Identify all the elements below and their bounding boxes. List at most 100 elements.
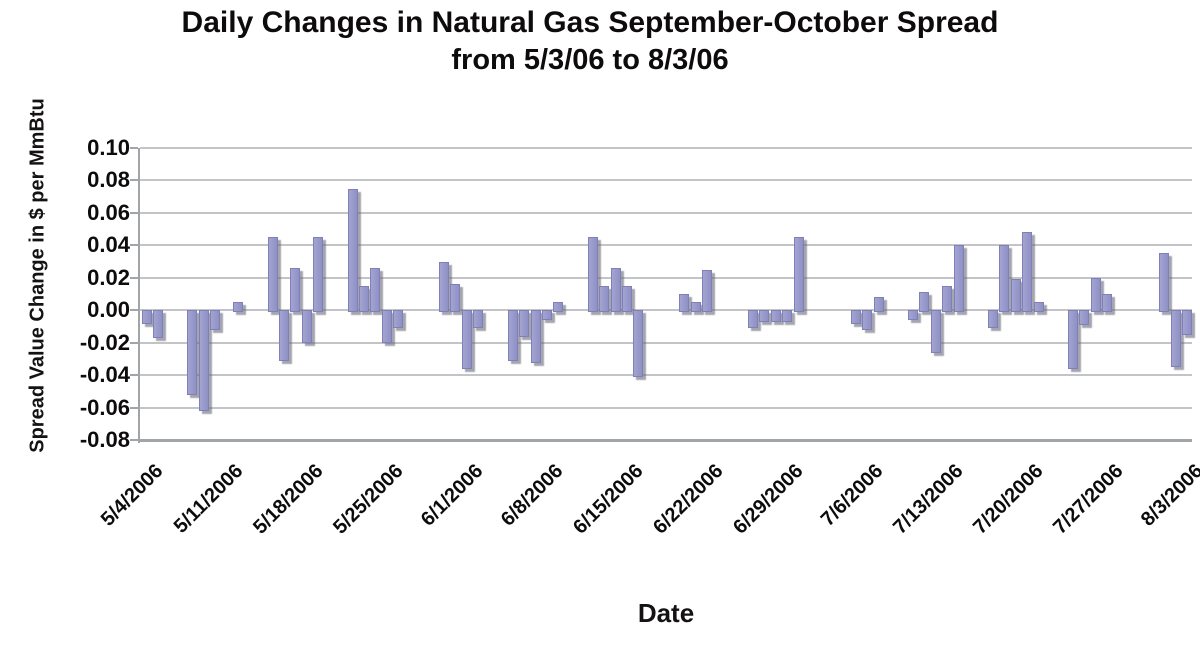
bar [553,302,563,312]
bar [142,310,152,323]
bar [542,310,552,320]
bar [187,310,197,395]
bar [1182,310,1192,335]
bar [199,310,209,411]
y-tick [130,439,138,441]
bar [1102,294,1112,312]
bar [393,310,403,328]
chart-title-line1: Daily Changes in Natural Gas September-O… [0,6,1180,40]
x-tick-label: 7/27/2006 [1049,460,1128,539]
x-tick-label: 5/25/2006 [329,460,408,539]
gridline [140,407,1192,409]
bar [382,310,392,343]
gridline [140,439,1192,442]
gridline [140,147,1192,149]
bar [794,237,804,312]
bar [679,294,689,312]
bar [862,310,872,330]
gridline [140,212,1192,214]
bar [702,270,712,313]
x-tick-label: 5/18/2006 [249,460,328,539]
bar [759,310,769,322]
y-tick [130,407,138,409]
y-tick-label: -0.06 [40,395,130,421]
y-tick [130,244,138,246]
y-tick-label: 0.10 [40,135,130,161]
y-tick-label: 0.06 [40,200,130,226]
bar [1022,232,1032,312]
bar [771,310,781,322]
bar [1159,253,1169,312]
bar [290,268,300,312]
bar [233,302,243,312]
bar [279,310,289,361]
bar [1011,279,1021,312]
bar [588,237,598,312]
bar [508,310,518,361]
y-tick [130,374,138,376]
x-tick-label: 5/11/2006 [170,460,248,538]
x-tick-label: 6/29/2006 [729,460,808,539]
bar [599,286,609,312]
bar [999,245,1009,312]
y-tick [130,212,138,214]
bar [210,310,220,330]
bar [782,310,792,322]
bar [1171,310,1181,367]
bar [874,297,884,312]
bar [473,310,483,328]
x-tick-label: 6/1/2006 [417,460,488,531]
y-tick [130,342,138,344]
gridline [140,342,1192,344]
bar [519,310,529,336]
bar [153,310,163,338]
y-tick-label: -0.08 [40,427,130,453]
bar [988,310,998,328]
bar [1079,310,1089,325]
x-tick-label: 7/6/2006 [817,460,888,531]
bar [1034,302,1044,312]
bar [622,286,632,312]
bar [313,237,323,312]
bar [439,262,449,313]
chart-title-line2: from 5/3/06 to 8/3/06 [0,44,1180,77]
bar [919,292,929,312]
bar [268,237,278,312]
y-tick-label: 0.00 [40,297,130,323]
y-tick-label: 0.02 [40,265,130,291]
y-tick [130,147,138,149]
bar [611,268,621,312]
bar [691,302,701,312]
gridline [140,374,1192,376]
bar [1068,310,1078,369]
bar [531,310,541,362]
bar [348,189,358,313]
bar [954,245,964,312]
x-tick-label: 6/15/2006 [569,460,648,539]
y-tick-label: 0.08 [40,167,130,193]
bar [462,310,472,369]
bar [450,284,460,312]
x-tick-label: 6/22/2006 [649,460,728,539]
bar [748,310,758,328]
bar [370,268,380,312]
y-tick-label: 0.04 [40,232,130,258]
y-tick [130,309,138,311]
x-tick-label: 5/4/2006 [97,460,168,531]
bar [302,310,312,343]
x-tick-label: 7/13/2006 [889,460,968,539]
x-tick-label: 7/20/2006 [969,460,1048,539]
bar [851,310,861,323]
bar [908,310,918,320]
gridline [140,179,1192,181]
gridline [140,244,1192,246]
x-axis-title: Date [140,598,1192,629]
y-tick [130,179,138,181]
x-tick-label: 8/3/2006 [1137,460,1200,531]
bar [1091,278,1101,312]
plot-area [140,148,1192,440]
y-tick [130,277,138,279]
bar [359,286,369,312]
x-tick-label: 6/8/2006 [497,460,568,531]
bar [942,286,952,312]
